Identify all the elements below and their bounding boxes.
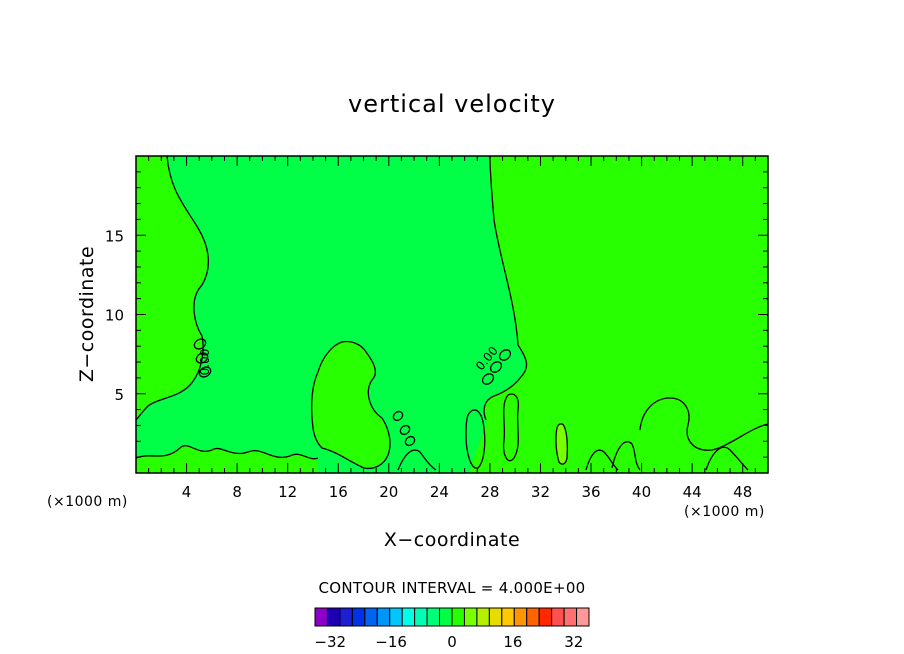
contour-line-left [136, 156, 209, 421]
x-tick-label: 40 [632, 483, 651, 501]
surface-strip [136, 445, 318, 473]
colorbar-swatch [576, 607, 590, 627]
colorbar-swatch [364, 607, 378, 627]
x-axis-label: X−coordinate [384, 529, 520, 551]
contour-line-cell-a [465, 409, 486, 469]
x-tick-label: 44 [683, 483, 702, 501]
x-tick-label: 36 [581, 483, 600, 501]
colorbar-swatch [451, 607, 465, 627]
contour-line-core [555, 423, 569, 465]
chart-title: vertical velocity [348, 90, 556, 118]
x-axis-units: (×1000 m) [684, 504, 765, 520]
contour-line-right [483, 156, 528, 421]
colorbar-swatch [538, 607, 553, 627]
colorbar: −32 −16 0 16 32 [314, 607, 590, 651]
contour-line-bubble [311, 340, 391, 470]
right-region [470, 156, 768, 473]
contour-field [136, 156, 768, 473]
colorbar-swatch [389, 607, 403, 627]
x-tick-label: 32 [531, 483, 550, 501]
colorbar-swatch [501, 607, 515, 627]
colorbar-swatch [526, 607, 540, 627]
colorbar-swatch [426, 607, 441, 627]
x-tick-label: 48 [733, 483, 752, 501]
colorbar-swatch [463, 607, 478, 627]
colorbar-swatch [314, 607, 328, 627]
contour-value-label: 0.00 [198, 349, 212, 376]
colorbar-tick-label: −32 [314, 633, 346, 651]
y-tick-label: 15 [105, 227, 124, 245]
x-tick-label: 28 [480, 483, 499, 501]
colorbar-swatch [476, 607, 490, 627]
colorbar-swatch [401, 607, 416, 627]
x-tick-label: 4 [182, 483, 192, 501]
colorbar-swatch [351, 607, 366, 627]
y-axis-units: (×1000 m) [47, 494, 128, 510]
x-tick-label: 20 [379, 483, 398, 501]
contour-line-cell-b [502, 393, 520, 462]
left-upper-region [136, 156, 209, 420]
small-core-region [555, 423, 568, 465]
contour-lines [136, 156, 768, 471]
colorbar-swatch [376, 607, 391, 627]
mid-bubble-region [311, 341, 390, 469]
colorbar-swatch [326, 607, 341, 627]
colorbar-swatch [439, 607, 453, 627]
x-tick-label: 12 [278, 483, 297, 501]
colorbar-swatch [339, 607, 353, 627]
x-tick-label: 8 [232, 483, 242, 501]
contour-ovals-left [193, 338, 212, 378]
y-axis-label: Z−coordinate [76, 246, 98, 382]
contour-line-dome [639, 397, 768, 451]
x-tick-label: 16 [329, 483, 348, 501]
y-tick-label: 10 [105, 307, 124, 325]
colorbar-tick-label: −16 [375, 633, 407, 651]
colorbar-tick-label: 0 [447, 633, 457, 651]
colorbar-swatch [513, 607, 528, 627]
colorbar-swatch [488, 607, 503, 627]
contour-interval-text: CONTOUR INTERVAL = 4.000E+00 [318, 579, 585, 597]
x-tick-label: 24 [430, 483, 449, 501]
contour-ovals-right [481, 349, 512, 385]
y-tick-label: 5 [114, 386, 124, 404]
contour-ovals-middle [392, 410, 416, 447]
colorbar-swatch [414, 607, 428, 627]
colorbar-tick-label: 16 [503, 633, 522, 651]
colorbar-swatch [551, 607, 565, 627]
colorbar-swatch [563, 607, 578, 627]
contour-line-surface [136, 441, 749, 471]
colorbar-tick-label: 32 [564, 633, 583, 651]
